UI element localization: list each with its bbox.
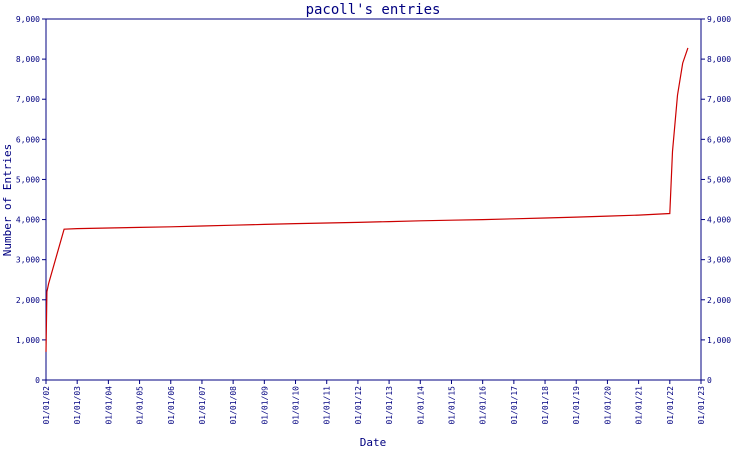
x-tick-label: 01/01/23 — [697, 386, 706, 425]
y-tick-label-left: 4,000 — [16, 216, 40, 225]
x-tick-label: 01/01/19 — [572, 386, 581, 425]
series-group — [45, 47, 689, 352]
plot-frame — [45, 18, 702, 381]
x-tick-label: 01/01/16 — [479, 386, 488, 425]
x-tick-label: 01/01/09 — [260, 386, 269, 425]
y-tick-label-right: 5,000 — [707, 175, 731, 184]
x-tick-label: 01/01/13 — [385, 386, 394, 425]
y-tick-label-right: 6,000 — [707, 135, 731, 144]
y-tick-label-left: 9,000 — [16, 15, 40, 24]
x-axis-ticks: 01/01/02 01/01/03 01/01/04 01/01/05 01/01/06… — [42, 380, 706, 425]
y-tick-label-right: 4,000 — [707, 216, 731, 225]
chart-title: pacoll's entries — [306, 2, 441, 18]
x-tick-label: 01/01/05 — [136, 386, 145, 425]
y-tick-label-right: 9,000 — [707, 15, 731, 24]
x-tick-label: 01/01/18 — [541, 386, 550, 425]
y-tick-label-right: 3,000 — [707, 256, 731, 265]
x-tick-label: 01/01/07 — [198, 386, 207, 425]
y-tick-label-left: 3,000 — [16, 256, 40, 265]
y-tick-label-left: 7,000 — [16, 95, 40, 104]
x-tick-label: 01/01/02 — [42, 386, 51, 425]
series-line — [45, 47, 689, 352]
y-tick-label-left: 5,000 — [16, 175, 40, 184]
x-tick-label: 01/01/22 — [666, 386, 675, 425]
y-tick-label-left: 0 — [35, 376, 40, 385]
y-tick-label-right: 8,000 — [707, 55, 731, 64]
y-tick-label-right: 2,000 — [707, 296, 731, 305]
y-tick-label-left: 1,000 — [16, 336, 40, 345]
x-tick-label: 01/01/06 — [167, 386, 176, 425]
x-tick-label: 01/01/11 — [323, 386, 332, 425]
y-tick-label-left: 2,000 — [16, 296, 40, 305]
x-axis-label: Date — [360, 436, 387, 449]
x-tick-label: 01/01/14 — [416, 386, 425, 425]
x-tick-label: 01/01/04 — [104, 386, 113, 425]
x-tick-label: 01/01/17 — [510, 386, 519, 425]
y-tick-label-right: 7,000 — [707, 95, 731, 104]
axes — [45, 18, 702, 381]
y-tick-label-right: 0 — [707, 376, 712, 385]
y-tick-label-right: 1,000 — [707, 336, 731, 345]
x-tick-label: 01/01/12 — [354, 386, 363, 425]
x-tick-label: 01/01/20 — [603, 386, 612, 425]
x-tick-label: 01/01/15 — [447, 386, 456, 425]
y-axis-label: Number of Entries — [1, 144, 14, 257]
x-tick-label: 01/01/21 — [635, 386, 644, 425]
y-tick-label-left: 8,000 — [16, 55, 40, 64]
x-tick-label: 01/01/03 — [73, 386, 82, 425]
y-axis-ticks: 0 0 1,000 1,000 2,000 2,000 3,000 3,000 4,000 4,0… — [16, 15, 731, 385]
x-tick-label: 01/01/08 — [229, 386, 238, 425]
y-tick-label-left: 6,000 — [16, 135, 40, 144]
x-tick-label: 01/01/10 — [292, 386, 301, 425]
